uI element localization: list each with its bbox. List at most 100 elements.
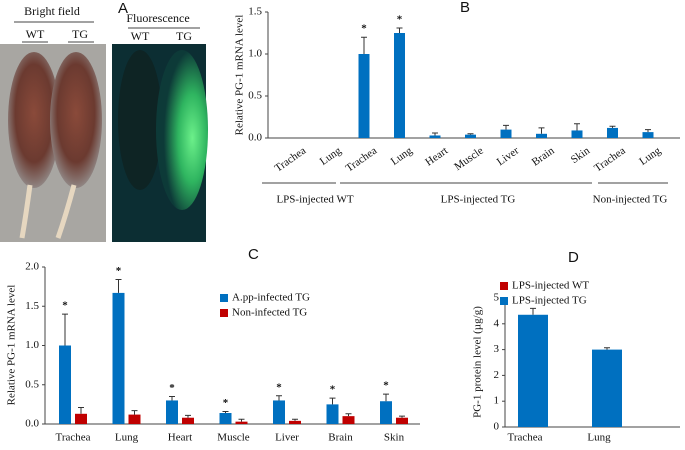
y-tick-label: 1 xyxy=(494,395,500,407)
error-bar xyxy=(604,347,610,350)
y-tick-label: 0 xyxy=(494,421,500,433)
y-tick-label: 0.5 xyxy=(248,90,262,102)
x-tick-label: Brain xyxy=(328,432,353,444)
panel-label: C xyxy=(248,246,259,263)
error-bar xyxy=(396,27,403,33)
bar xyxy=(571,130,583,138)
x-tick-label: Muscle xyxy=(452,145,486,173)
error-bar xyxy=(115,279,122,293)
error-bar xyxy=(530,307,536,315)
y-tick-label: 1.5 xyxy=(248,6,262,18)
y-tick-label: 1.0 xyxy=(25,339,39,351)
x-tick-label: Trachea xyxy=(273,145,309,175)
y-tick-label: 0.0 xyxy=(248,132,262,144)
error-bar xyxy=(131,410,138,415)
y-tick-label: 2.0 xyxy=(25,261,39,273)
bar xyxy=(358,54,370,138)
y-axis-label: PG-1 protein level (µg/g) xyxy=(472,306,484,418)
y-axis-label: Relative PG-1 mRNA level xyxy=(6,285,18,406)
legend-swatch xyxy=(500,282,508,290)
bar xyxy=(342,416,355,424)
error-bar xyxy=(345,413,352,417)
y-tick-label: 0.5 xyxy=(25,378,39,390)
x-tick-label: Trachea xyxy=(55,432,90,444)
x-tick-label: Brain xyxy=(530,144,557,168)
x-tick-label: Skin xyxy=(384,432,405,444)
error-bar xyxy=(467,133,474,135)
x-tick-label: Lung xyxy=(115,432,139,444)
photo-title: Fluorescence xyxy=(126,11,189,25)
bar xyxy=(219,413,232,424)
bar xyxy=(75,413,87,424)
bar xyxy=(465,134,476,138)
error-bar xyxy=(574,123,580,131)
error-bar xyxy=(432,132,438,136)
error-bar xyxy=(609,125,616,128)
error-bar xyxy=(292,418,298,421)
panel-label: D xyxy=(568,249,579,266)
photo-label: TG xyxy=(176,29,192,43)
significance-marker: * xyxy=(330,384,336,396)
error-bar xyxy=(503,124,509,130)
y-tick-label: 5 xyxy=(494,292,500,304)
significance-marker: * xyxy=(361,23,367,35)
bar xyxy=(273,400,285,424)
x-tick-label: Lung xyxy=(637,144,663,167)
x-tick-label: Lung xyxy=(389,144,415,167)
photo-title: Bright field xyxy=(24,4,80,18)
y-tick-label: 0.0 xyxy=(25,418,39,430)
bar xyxy=(166,400,178,424)
bar xyxy=(59,345,71,424)
y-tick-label: 4 xyxy=(494,317,500,329)
legend-label: LPS-injected TG xyxy=(512,295,587,307)
error-bar xyxy=(238,418,245,422)
x-tick-label: Muscle xyxy=(217,432,250,444)
y-tick-label: 1.5 xyxy=(25,300,39,312)
x-tick-label: Heart xyxy=(168,432,192,444)
x-tick-label: Lung xyxy=(318,144,344,167)
significance-marker: * xyxy=(169,382,175,394)
error-bar xyxy=(78,407,84,414)
error-bar xyxy=(329,397,336,405)
panel-label: B xyxy=(460,0,470,16)
x-tick-label: Liver xyxy=(275,432,299,444)
x-tick-label: Trachea xyxy=(507,432,542,444)
bar xyxy=(326,404,339,424)
x-tick-label: Skin xyxy=(569,144,593,166)
bar xyxy=(500,129,512,138)
bar xyxy=(128,414,141,424)
photo-fluorescence xyxy=(112,44,208,242)
significance-marker: * xyxy=(397,13,403,25)
error-bar xyxy=(538,127,545,134)
x-tick-label: Liver xyxy=(495,145,522,169)
bar xyxy=(235,421,248,424)
x-tick-label: Lung xyxy=(587,432,611,444)
bar xyxy=(112,292,125,424)
bar xyxy=(592,349,622,427)
bar xyxy=(380,401,392,424)
bar xyxy=(394,33,405,138)
error-bar xyxy=(383,393,389,402)
error-bar xyxy=(62,313,68,346)
group-label: LPS-injected TG xyxy=(441,194,516,206)
error-bar xyxy=(645,129,651,133)
bar xyxy=(429,135,441,138)
photo-label: TG xyxy=(72,27,88,41)
error-bar xyxy=(276,395,282,401)
error-bar xyxy=(185,414,191,418)
x-tick-label: Heart xyxy=(423,145,450,169)
legend-swatch xyxy=(220,309,228,317)
legend-label: A.pp-infected TG xyxy=(232,292,310,304)
panel-label: A xyxy=(118,0,128,17)
bar xyxy=(607,127,618,138)
significance-marker: * xyxy=(62,300,68,312)
photo-label: WT xyxy=(26,27,45,41)
error-bar xyxy=(169,396,175,401)
y-tick-label: 2 xyxy=(494,369,500,381)
legend-label: Non-infected TG xyxy=(232,307,307,319)
legend-swatch xyxy=(220,294,228,302)
x-tick-label: Trachea xyxy=(592,145,628,175)
bar xyxy=(396,417,408,424)
